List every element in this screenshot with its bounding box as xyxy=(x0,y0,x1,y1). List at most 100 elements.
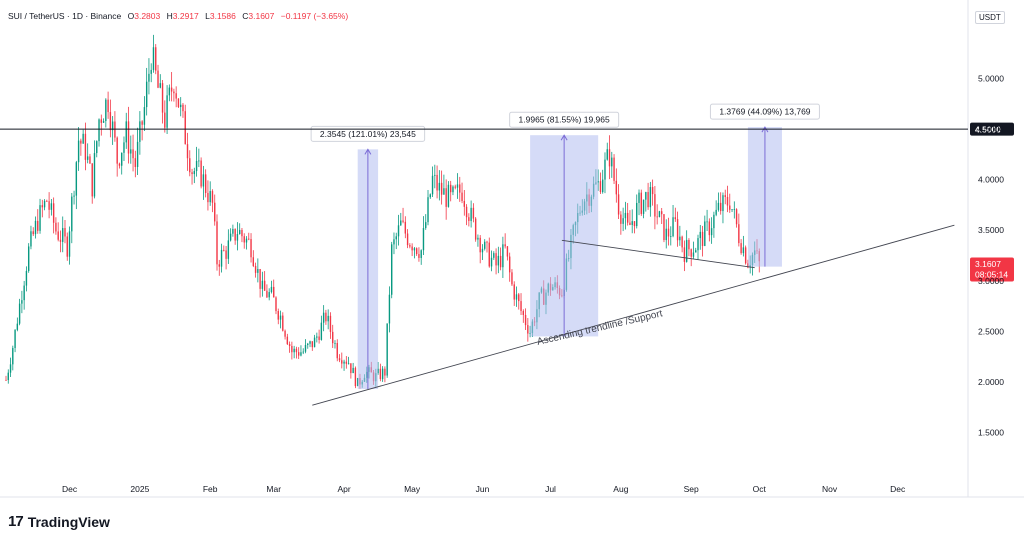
candle-body xyxy=(43,200,46,208)
candle-body xyxy=(622,218,624,224)
candle-body xyxy=(252,257,255,266)
candle-body xyxy=(447,184,450,207)
candle-body xyxy=(177,98,180,108)
candle-body xyxy=(608,149,611,167)
tradingview-logo[interactable]: 17 TradingView xyxy=(8,513,110,530)
candle-body xyxy=(731,209,733,211)
candle-body xyxy=(186,144,189,159)
last-price-label: 3.1607 xyxy=(975,259,1001,269)
price-range-label-box xyxy=(310,125,426,142)
candle-body xyxy=(12,348,14,365)
candle-body xyxy=(27,246,30,271)
price-range-label: 2.3545 (121.01%) 23,545 xyxy=(310,125,426,142)
candle-body xyxy=(391,244,393,295)
candle-body xyxy=(329,315,332,332)
y-tick-label: 3.5000 xyxy=(978,225,1004,235)
y-tick-label: 2.0000 xyxy=(978,377,1004,387)
candle-body xyxy=(52,203,55,223)
candle-body xyxy=(465,206,468,218)
x-tick-label: Nov xyxy=(822,484,838,494)
candle-body xyxy=(611,157,613,167)
x-tick-label: Mar xyxy=(266,484,281,494)
x-tick-label: Feb xyxy=(203,484,218,494)
candle-body xyxy=(105,99,107,121)
candle-body xyxy=(636,202,638,227)
candle-body xyxy=(429,194,431,198)
price-range-label-text: 1.3769 (44.09%) 13,769 xyxy=(719,107,810,117)
candle-body xyxy=(5,379,7,381)
candle-body xyxy=(300,352,302,356)
x-tick-label: Apr xyxy=(337,484,350,494)
low-value: 3.1586 xyxy=(209,11,236,21)
candle-body xyxy=(191,172,193,175)
candle-body xyxy=(645,192,647,200)
candle-body xyxy=(48,201,50,210)
candle-body xyxy=(91,163,93,197)
currency-label[interactable]: USDT xyxy=(975,11,1005,24)
candle-body xyxy=(422,228,425,251)
candle-body xyxy=(130,149,132,154)
candle-body xyxy=(184,111,186,145)
symbol-name[interactable]: SUI / TetherUS · 1D · Binance xyxy=(8,11,122,21)
candle-body xyxy=(334,343,336,344)
y-tick-label: 3.0000 xyxy=(978,276,1004,286)
x-tick-label: Dec xyxy=(890,484,906,494)
candle-body xyxy=(50,203,53,210)
candle-body xyxy=(633,221,636,227)
candle-body xyxy=(277,311,279,320)
candle-body xyxy=(77,140,80,163)
candle-body xyxy=(297,352,300,356)
candle-body xyxy=(66,236,68,257)
price-range-label-text: 2.3545 (121.01%) 23,545 xyxy=(320,129,416,139)
candle-body xyxy=(216,221,218,265)
candle-body xyxy=(168,87,171,96)
candle-body xyxy=(295,348,298,353)
candle-body xyxy=(279,315,282,320)
candle-body xyxy=(93,153,96,197)
high-value: 3.2917 xyxy=(172,11,199,21)
candle-body xyxy=(198,160,200,162)
candle-body xyxy=(717,202,720,210)
candle-body xyxy=(155,47,157,71)
grid xyxy=(0,0,1024,498)
open-value: 3.2803 xyxy=(134,11,161,21)
candle-body xyxy=(613,157,615,181)
candle-body xyxy=(257,269,259,273)
candle-body xyxy=(515,294,518,300)
candle-body xyxy=(474,218,477,240)
candle-body xyxy=(145,81,148,108)
candle-body xyxy=(513,284,515,300)
brand-name: TradingView xyxy=(27,513,110,530)
candle-body xyxy=(409,245,411,247)
candle-body xyxy=(704,221,706,246)
candle-body xyxy=(207,192,209,203)
candle-body xyxy=(223,249,225,251)
candle-body xyxy=(493,253,495,258)
candle-body xyxy=(293,348,295,353)
y-tick-label: 4.0000 xyxy=(978,175,1004,185)
candle-body xyxy=(304,344,307,352)
candle-body xyxy=(41,205,44,208)
candle-body xyxy=(599,181,602,193)
candle-body xyxy=(75,162,78,196)
candle-body xyxy=(477,237,479,240)
candle-body xyxy=(710,228,713,236)
candle-body xyxy=(125,121,127,143)
candle-body xyxy=(658,211,661,217)
candle-body xyxy=(404,221,407,234)
last-price-tag xyxy=(970,257,1014,282)
candle-body xyxy=(84,133,87,160)
horizontal-line-price-label: 4.5000 xyxy=(975,125,1001,135)
candle-body xyxy=(676,219,679,241)
candle-body xyxy=(34,220,37,235)
candle-body xyxy=(735,209,738,225)
candle-body xyxy=(248,238,250,240)
candle-body xyxy=(663,214,665,241)
candle-body xyxy=(9,364,12,373)
candle-body xyxy=(227,240,230,259)
candle-body xyxy=(504,244,506,247)
candle-body xyxy=(413,248,416,251)
candle-body xyxy=(406,233,409,246)
candle-body xyxy=(386,323,388,376)
